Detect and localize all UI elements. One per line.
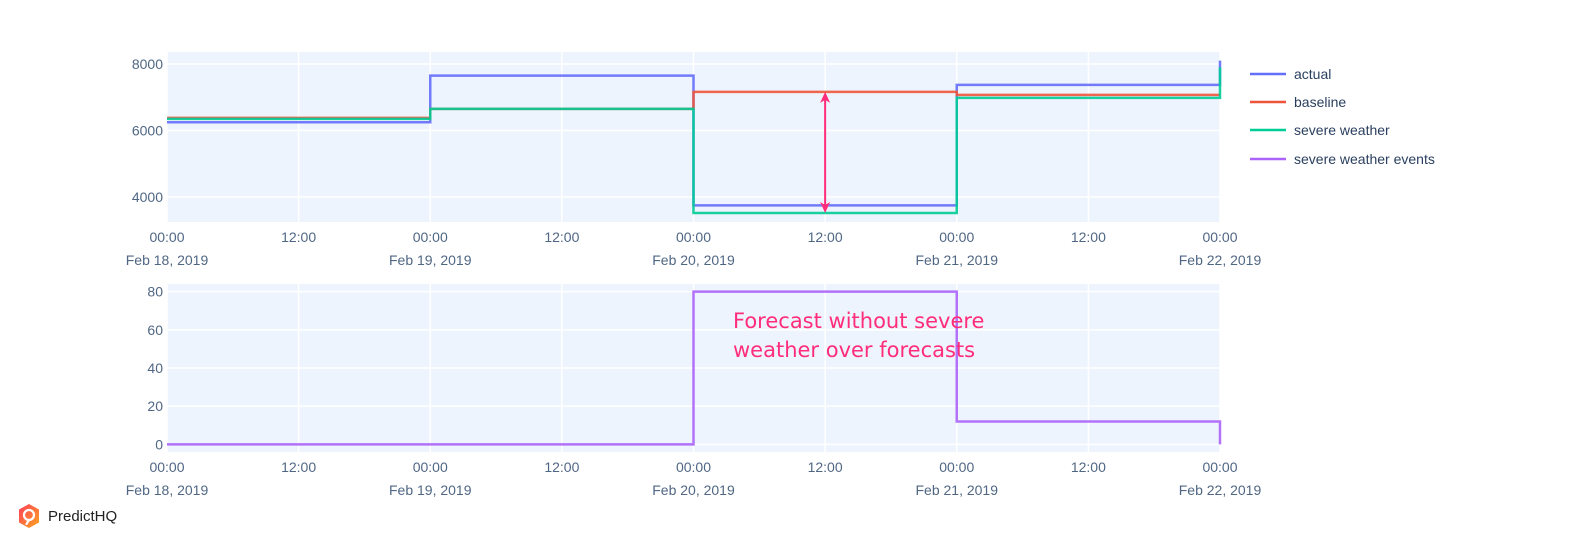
- legend-label: severe weather: [1294, 122, 1390, 138]
- y-tick-label: 0: [155, 436, 163, 452]
- x-tick-time: 00:00: [149, 229, 184, 245]
- x-tick-time: 00:00: [939, 459, 974, 475]
- bottom-x-axis: 00:00 Feb 18, 2019 12:00 00:00 Feb 19, 2019 1…: [126, 459, 1262, 498]
- bottom-y-axis: 0 20 40 60 80: [147, 284, 163, 453]
- y-tick-label: 80: [147, 284, 163, 300]
- top-x-axis: 00:00 Feb 18, 2019 12:00 00:00 Feb 19, 2019 1…: [126, 229, 1262, 268]
- x-tick-date: Feb 19, 2019: [389, 252, 472, 268]
- top-series-lines: [167, 60, 1222, 215]
- y-tick-label: 6000: [132, 123, 163, 139]
- annotation-text-line2: weather over forecasts: [733, 338, 975, 362]
- x-tick-time: 00:00: [1202, 459, 1237, 475]
- legend-item-severe-weather-events[interactable]: severe weather events: [1250, 151, 1435, 167]
- predicthq-logo-icon: [19, 504, 39, 528]
- x-tick-date: Feb 22, 2019: [1179, 482, 1262, 498]
- legend-item-baseline[interactable]: baseline: [1250, 94, 1346, 110]
- legend-item-actual[interactable]: actual: [1250, 66, 1331, 82]
- brand-name: PredictHQ: [48, 507, 118, 525]
- x-tick-time: 00:00: [413, 229, 448, 245]
- x-tick-date: Feb 20, 2019: [652, 252, 735, 268]
- legend-item-severe-weather[interactable]: severe weather: [1250, 122, 1390, 138]
- y-tick-label: 60: [147, 322, 163, 338]
- x-tick-time: 00:00: [413, 459, 448, 475]
- y-tick-label: 40: [147, 360, 163, 376]
- x-tick-time: 12:00: [1071, 459, 1106, 475]
- x-tick-time: 00:00: [1202, 229, 1237, 245]
- x-tick-date: Feb 19, 2019: [389, 482, 472, 498]
- y-tick-label: 4000: [132, 189, 163, 205]
- brand: PredictHQ: [17, 503, 117, 529]
- x-tick-time: 12:00: [808, 459, 843, 475]
- x-tick-date: Feb 22, 2019: [1179, 252, 1262, 268]
- x-tick-time: 00:00: [676, 229, 711, 245]
- x-tick-date: Feb 18, 2019: [126, 482, 209, 498]
- x-tick-time: 00:00: [676, 459, 711, 475]
- top-y-axis: 4000 6000 8000: [132, 56, 163, 205]
- y-tick-label: 20: [147, 398, 163, 414]
- x-tick-date: Feb 21, 2019: [915, 252, 998, 268]
- x-tick-time: 12:00: [281, 459, 316, 475]
- x-tick-time: 00:00: [149, 459, 184, 475]
- x-tick-time: 12:00: [281, 229, 316, 245]
- legend-label: severe weather events: [1294, 151, 1435, 167]
- x-tick-time: 12:00: [544, 459, 579, 475]
- legend-label: baseline: [1294, 94, 1346, 110]
- legend: actual baseline severe weather severe we…: [1250, 66, 1435, 167]
- x-tick-date: Feb 21, 2019: [915, 482, 998, 498]
- bottom-series-lines: [167, 290, 1222, 446]
- x-tick-time: 12:00: [544, 229, 579, 245]
- x-tick-time: 00:00: [939, 229, 974, 245]
- bottom-subplot: 0 20 40 60 80 00:00 Feb 18, 2019 12:00 00:00 Feb…: [126, 284, 1262, 498]
- legend-label: actual: [1294, 66, 1331, 82]
- x-tick-time: 12:00: [808, 229, 843, 245]
- annotation-text-line1: Forecast without severe: [733, 309, 984, 333]
- series-line-severe-weather-events: [167, 290, 1222, 446]
- series-line-severe-weather: [167, 67, 1222, 215]
- x-tick-date: Feb 20, 2019: [652, 482, 735, 498]
- x-tick-date: Feb 18, 2019: [126, 252, 209, 268]
- y-tick-label: 8000: [132, 56, 163, 72]
- x-tick-time: 12:00: [1071, 229, 1106, 245]
- double-arrow-annotation: [820, 91, 831, 214]
